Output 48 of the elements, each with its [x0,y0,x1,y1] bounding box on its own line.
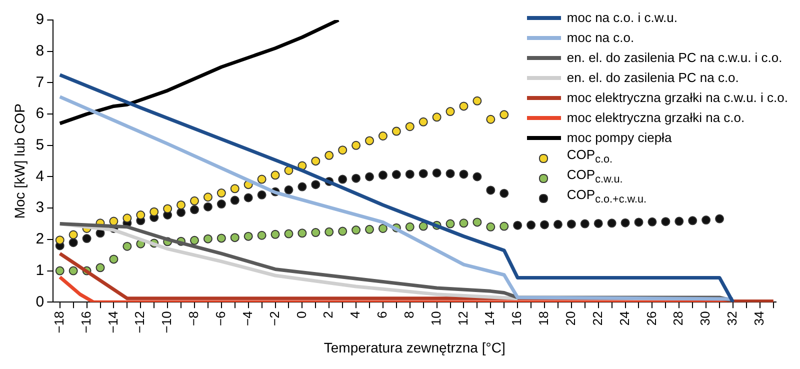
legend-label: COP$_{c.o.+c.w.u.}$ [566,186,647,208]
x-tick-label: 16 [509,311,524,326]
y-tick-label: 9 [36,11,44,28]
x-tick-label: 6 [374,311,390,318]
legend-label: moc elektryczna grzałki na c.o. [566,109,745,128]
y-tick-label: 7 [36,74,44,91]
y-tick-label: 6 [36,105,44,122]
legend-label: COP$_{c.w.u.}$ [566,167,623,186]
x-tick-label: 12 [455,311,470,326]
legend-label: moc pompy ciepła [566,129,672,148]
x-tick-label: 22 [590,311,605,326]
x-tick-label: −2 [266,311,282,326]
x-axis-title: Temperatura zewnętrzna [°C] [324,339,506,356]
x-tick-label: 24 [616,311,632,326]
x-tick-label: −18 [51,311,66,334]
legend-label: moc na c.o. i c.w.u. [566,9,678,28]
x-tick-label: 0 [294,311,309,318]
x-tick-label: −12 [132,311,148,334]
legend-label: en. el. do zasilenia PC na c.w.u. i c.o. [566,49,782,68]
legend-label: en. el. do zasilenia PC na c.o. [566,69,739,88]
legend-label: COP$_{c.o.}$ [566,147,613,166]
x-tick-label: −6 [213,311,228,326]
x-tick-label: 34 [751,311,766,326]
x-tick-label: −10 [159,311,174,334]
x-tick-label: 28 [670,311,686,326]
x-tick-label: 32 [724,311,740,326]
y-tick-label: 5 [36,136,44,154]
y-axis-title: Moc [kW] lub COP [11,104,28,219]
x-tick-label: 8 [401,311,416,318]
x-tick-label: 20 [563,311,578,326]
y-tick-label: 2 [36,230,44,248]
y-tick-label: 3 [36,199,44,216]
x-tick-label: 30 [698,311,713,326]
x-tick-label: −4 [240,311,255,326]
y-tick-label: 4 [36,168,44,185]
x-tick-label: 14 [482,311,498,326]
x-tick-label: 2 [320,311,336,318]
legend-label: moc na c.o. [566,29,634,48]
x-tick-label: 26 [644,311,659,326]
x-tick-label: 4 [348,311,363,318]
x-tick-label: 10 [428,311,444,326]
x-tick-label: −8 [186,311,202,326]
y-tick-label: 8 [36,42,44,60]
y-tick-label: 1 [36,262,44,279]
x-tick-label: −14 [105,311,120,334]
x-tick-label: 18 [536,311,552,326]
legend-label: moc elektryczna grzałki na c.w.u. i c.o. [566,89,788,108]
x-tick-label: −16 [78,311,94,334]
